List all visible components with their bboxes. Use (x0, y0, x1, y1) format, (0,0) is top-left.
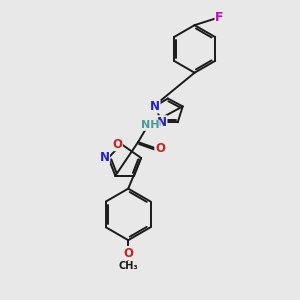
Text: O: O (112, 138, 122, 151)
Text: N: N (99, 152, 110, 164)
Text: O: O (155, 142, 165, 154)
Text: CH₃: CH₃ (118, 261, 138, 271)
Text: N: N (157, 116, 167, 129)
Text: O: O (123, 247, 133, 260)
Text: F: F (215, 11, 224, 24)
Text: N: N (150, 100, 160, 113)
Text: NH: NH (141, 120, 159, 130)
